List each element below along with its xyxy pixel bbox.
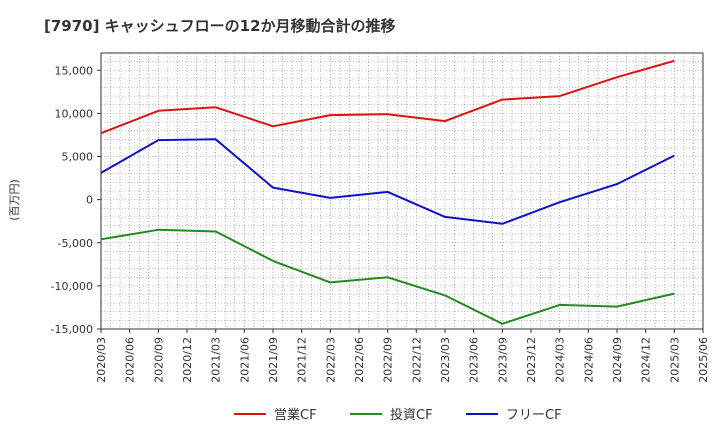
y-axis-label: (百万円) [8, 179, 21, 221]
x-tick-label: 2021/06 [238, 337, 251, 383]
legend-label: 営業CF [274, 407, 317, 423]
y-tick-label: -10,000 [51, 280, 93, 293]
x-tick-label: 2025/06 [697, 337, 710, 383]
series-line-2 [100, 228, 675, 325]
x-tick-label: 2021/03 [210, 337, 223, 383]
x-tick-label: 2024/09 [611, 337, 624, 383]
x-tick-label: 2022/03 [324, 337, 337, 383]
x-tick-label: 2024/03 [554, 337, 567, 383]
y-tick-label: -5,000 [58, 237, 93, 250]
y-tick-label: -15,000 [51, 323, 93, 336]
series-lines [100, 59, 675, 325]
chart-title: [7970] キャッシュフローの12か月移動合計の推移 [44, 17, 396, 35]
x-tick-label: 2024/12 [640, 337, 653, 383]
x-tick-label: 2021/12 [296, 337, 309, 383]
x-tick-label: 2023/09 [496, 337, 509, 383]
legend-label: 投資CF [390, 407, 433, 423]
x-tick-label: 2020/12 [181, 337, 194, 383]
x-axis: 2020/03 2020/06 2020/09 2020/12 2021/03 2021/… [95, 329, 710, 383]
y-tick-label: 10,000 [55, 107, 94, 120]
legend: 営業CF 投資CF フリーCF [234, 407, 562, 423]
series-line-1 [100, 59, 675, 135]
x-tick-label: 2023/03 [439, 337, 452, 383]
x-tick-label: 2024/06 [582, 337, 595, 383]
y-tick-label: 15,000 [55, 64, 94, 77]
y-tick-label: 5,000 [62, 151, 94, 164]
x-tick-label: 2022/12 [410, 337, 423, 383]
x-tick-label: 2023/06 [468, 337, 481, 383]
x-tick-label: 2025/03 [668, 337, 681, 383]
x-tick-label: 2020/03 [95, 337, 108, 383]
x-tick-label: 2022/06 [353, 337, 366, 383]
x-tick-label: 2021/09 [267, 337, 280, 383]
plot-frame [100, 52, 704, 330]
legend-label: フリーCF [506, 408, 562, 423]
x-tick-label: 2023/12 [525, 337, 538, 383]
x-tick-label: 2020/06 [124, 337, 137, 383]
x-tick-label: 2020/09 [152, 337, 165, 383]
x-tick-label: 2022/09 [382, 337, 395, 383]
series-line-3 [100, 138, 675, 225]
grid [101, 53, 703, 329]
y-tick-label: 0 [86, 194, 93, 207]
y-axis: -15,000 -10,000 -5,000 0 5,000 10,000 15,000 [51, 64, 101, 336]
